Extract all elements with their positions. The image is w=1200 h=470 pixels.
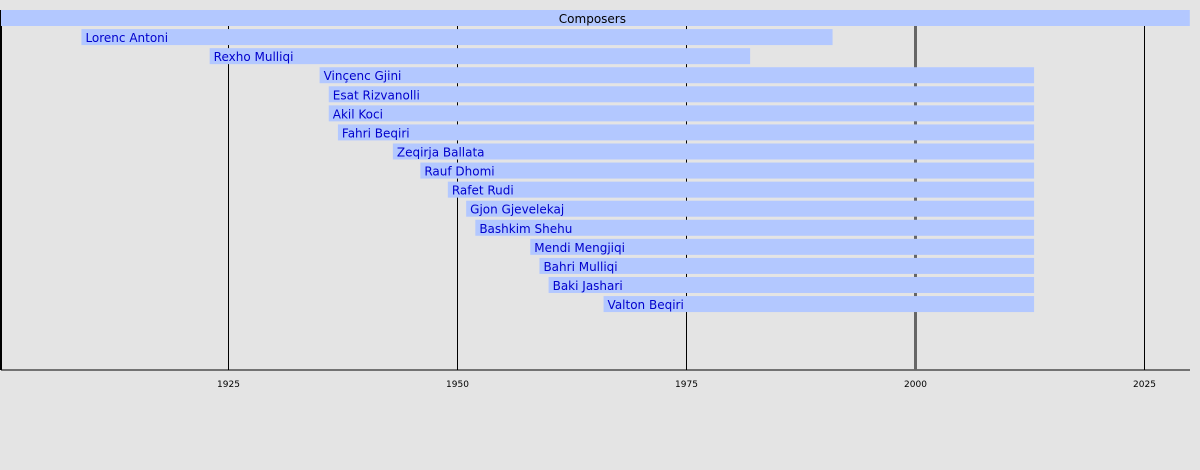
- bar-label: Valton Beqiri: [608, 298, 684, 312]
- bar-valton-beqiri: [603, 296, 1035, 313]
- bar-fahri-beqiri: [337, 124, 1035, 141]
- x-tick-label: 1925: [217, 380, 240, 390]
- bar-akil-koci: [328, 105, 1035, 122]
- bar-label: Baki Jashari: [553, 279, 623, 293]
- bar-label: Mendi Mengjiqi: [534, 241, 625, 255]
- bar-label: Akil Koci: [333, 107, 383, 121]
- bar-label: Rafet Rudi: [452, 184, 514, 198]
- bar-gjon-gjevelekaj: [466, 200, 1035, 217]
- bar-esat-rizvanolli: [328, 86, 1035, 103]
- header-label: Composers: [559, 12, 626, 26]
- bar-label: Bashkim Shehu: [479, 222, 572, 236]
- tick-layer: 1925 1950 1975 2000 2025: [217, 380, 1156, 390]
- x-tick-label: 2025: [1133, 380, 1156, 390]
- x-tick-label: 1975: [675, 380, 698, 390]
- bar-mendi-mengjiqi: [530, 238, 1035, 255]
- bar-rexho-mulliqi: [209, 48, 751, 65]
- bar-label: Lorenc Antoni: [85, 31, 168, 45]
- bar-vin-enc-gjini: [319, 67, 1035, 84]
- bar-label: Rauf Dhomi: [424, 165, 494, 179]
- x-tick-label: 1950: [446, 380, 469, 390]
- bar-bashkim-shehu: [475, 219, 1035, 236]
- bar-label: Vinçenc Gjini: [324, 69, 402, 83]
- bar-label: Rexho Mulliqi: [214, 50, 294, 64]
- bar-bahri-mulliqi: [539, 257, 1035, 274]
- bar-layer: Composers Lorenc Antoni Rexho Mulliqi Vinçe…: [1, 10, 1190, 313]
- bar-zeqirja-ballata: [392, 143, 1035, 160]
- bar-label: Fahri Beqiri: [342, 126, 410, 140]
- bar-label: Gjon Gjevelekaj: [470, 203, 564, 217]
- x-tick-label: 2000: [904, 380, 927, 390]
- header-bar: [1, 10, 1190, 26]
- bar-label: Zeqirja Ballata: [397, 145, 485, 159]
- bar-label: Esat Rizvanolli: [333, 88, 420, 102]
- bar-baki-jashari: [548, 276, 1035, 293]
- bar-rafet-rudi: [447, 181, 1035, 198]
- bar-lorenc-antoni: [81, 29, 833, 46]
- bar-label: Bahri Mulliqi: [543, 260, 617, 274]
- bar-rauf-dhomi: [420, 162, 1035, 179]
